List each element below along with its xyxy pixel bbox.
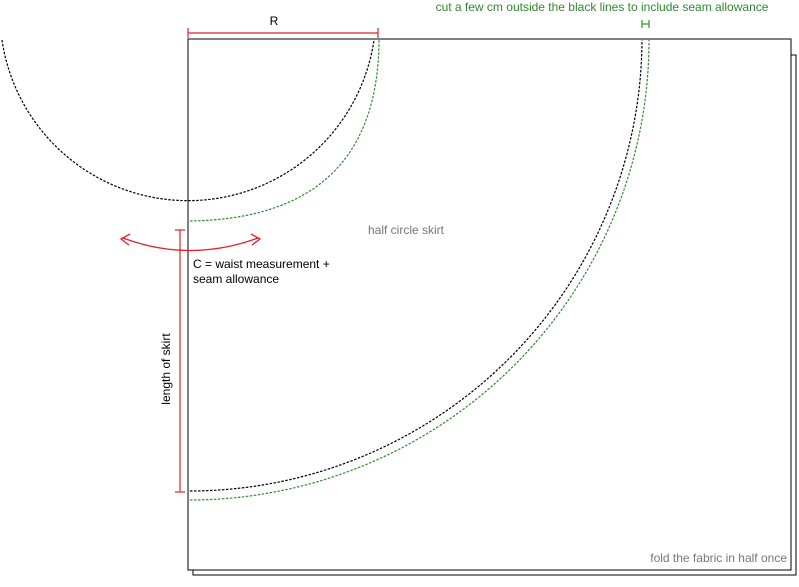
waist-label-line2: seam allowance: [193, 272, 279, 286]
fold-note: fold the fabric in half once: [650, 551, 787, 565]
waist-label-line1: C = waist measurement +: [193, 257, 330, 271]
radius-dimension: [187, 28, 379, 38]
fabric-sheet: [187, 38, 792, 571]
seam-allowance-dimension: [641, 20, 650, 28]
length-dimension: [175, 229, 185, 493]
length-label: length of skirt: [159, 333, 173, 405]
seam-allowance-note: cut a few cm outside the black lines to …: [436, 0, 769, 14]
waist-seam-line: [189, 39, 380, 222]
hem-cut-line: [189, 39, 643, 492]
skirt-type-label: half circle skirt: [368, 223, 445, 237]
radius-label: R: [270, 14, 279, 28]
hem-seam-line: [189, 39, 650, 501]
waist-arrow: [119, 233, 262, 252]
waist-cut-line: [1, 39, 375, 202]
